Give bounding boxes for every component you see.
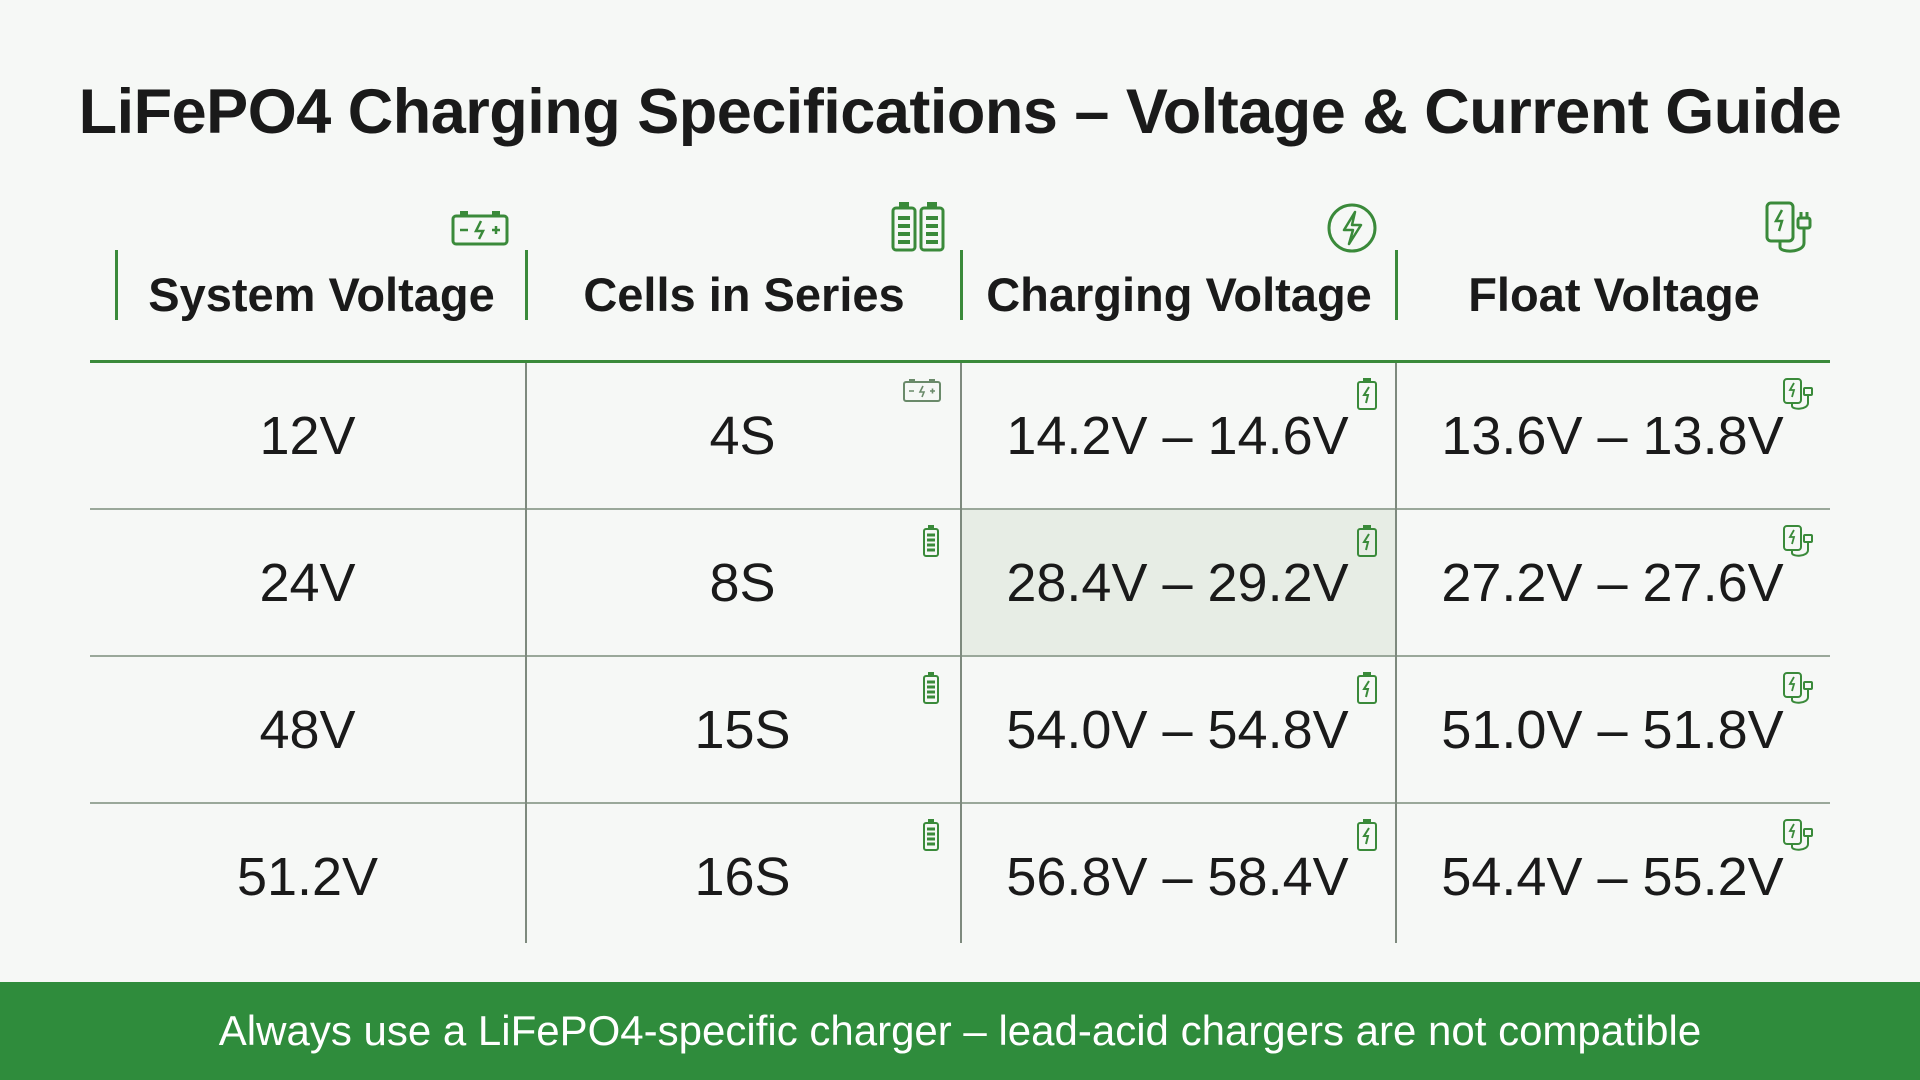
cell-cells-in-series: 8S xyxy=(709,552,776,613)
header-divider xyxy=(525,250,528,320)
battery-full-icon xyxy=(923,819,939,851)
cell-charging-voltage: 14.2V – 14.6V xyxy=(1006,405,1349,466)
page-title: LiFePO4 Charging Specifications – Voltag… xyxy=(78,77,1842,147)
header-cells-in-series: Cells in Series xyxy=(583,268,905,321)
charger-plug-icon xyxy=(1783,525,1813,557)
battery-charging-icon xyxy=(1357,525,1377,557)
cell-charging-voltage: 54.0V – 54.8V xyxy=(1006,699,1349,760)
battery-charging-icon xyxy=(1357,378,1377,410)
cell-float-voltage: 27.2V – 27.6V xyxy=(1441,552,1784,613)
table-row: 12V 4S 14.2V – 14.6V 13.6V – 13.8V xyxy=(90,363,1830,510)
cell-float-voltage: 54.4V – 55.2V xyxy=(1441,846,1784,907)
charger-plug-icon xyxy=(1783,378,1813,410)
header-float-voltage: Float Voltage xyxy=(1468,268,1760,321)
cell-float-voltage: 51.0V – 51.8V xyxy=(1441,699,1784,760)
battery-icon xyxy=(451,211,509,246)
cell-charging-voltage: 28.4V – 29.2V xyxy=(960,510,1395,655)
charger-plug-icon xyxy=(1783,672,1813,704)
lightning-icon xyxy=(1327,203,1377,253)
cell-system-voltage: 12V xyxy=(259,405,356,466)
spec-table: System Voltage Cells in Series Charging … xyxy=(90,200,1830,943)
cell-charging-voltage: 56.8V – 58.4V xyxy=(1006,846,1349,907)
table-row: 24V 8S 28.4V – 29.2V 27.2V – 27.6V xyxy=(90,510,1830,657)
header-divider xyxy=(115,250,118,320)
cell-float-voltage: 13.6V – 13.8V xyxy=(1441,405,1784,466)
header-divider xyxy=(960,250,963,320)
table-body: 12V 4S 14.2V – 14.6V 13.6V – 13.8V xyxy=(90,363,1830,949)
cell-system-voltage: 48V xyxy=(259,699,356,760)
cell-system-voltage: 51.2V xyxy=(236,846,379,907)
header-divider xyxy=(1395,250,1398,320)
battery-cells-icon xyxy=(891,202,945,252)
footer-banner: Always use a LiFePO4-specific charger – … xyxy=(0,982,1920,1080)
battery-full-icon xyxy=(923,525,939,557)
battery-charging-icon xyxy=(1357,819,1377,851)
cell-cells-in-series: 15S xyxy=(694,699,791,760)
table-row: 48V 15S 54.0V – 54.8V 51.0V – 51.8V xyxy=(90,657,1830,804)
table-header: System Voltage Cells in Series Charging … xyxy=(90,200,1830,360)
charger-plug-icon xyxy=(1765,201,1812,253)
battery-charging-icon xyxy=(1357,672,1377,704)
battery-icon xyxy=(903,379,941,402)
header-charging-voltage: Charging Voltage xyxy=(986,268,1372,321)
column-divider xyxy=(1395,363,1397,943)
cell-cells-in-series: 16S xyxy=(694,846,791,907)
header-system-voltage: System Voltage xyxy=(148,268,495,321)
table-row: 51.2V 16S 56.8V – 58.4V 54.4V – 55.2V xyxy=(90,804,1830,949)
header-underline xyxy=(90,360,1830,363)
cell-cells-in-series: 4S xyxy=(709,405,776,466)
charger-plug-icon xyxy=(1783,819,1813,851)
cell-system-voltage: 24V xyxy=(259,552,356,613)
column-divider xyxy=(525,363,527,943)
column-divider xyxy=(960,363,962,943)
battery-full-icon xyxy=(923,672,939,704)
